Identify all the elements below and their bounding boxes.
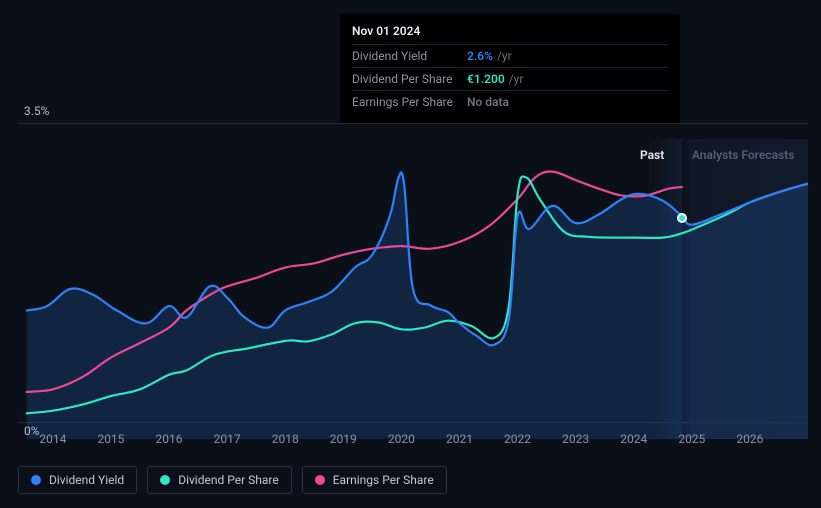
x-tick: 2014 xyxy=(39,432,66,446)
tooltip-row-unit: /yr xyxy=(509,72,524,86)
x-axis: 2014 2015 2016 2017 2018 2019 2020 2021 2022 2023… xyxy=(18,432,808,450)
x-tick: 2018 xyxy=(272,432,299,446)
dividend-yield-area xyxy=(27,172,808,439)
chart-svg xyxy=(18,139,808,439)
tooltip-row: Dividend Yield2.6% /yr xyxy=(352,44,668,67)
x-tick: 2019 xyxy=(330,432,357,446)
legend-item-dividend-yield[interactable]: Dividend Yield xyxy=(18,466,137,494)
tooltip-row-value: No data xyxy=(467,95,509,109)
x-tick: 2017 xyxy=(214,432,241,446)
tooltip-date: Nov 01 2024 xyxy=(352,22,668,44)
x-tick: 2024 xyxy=(620,432,647,446)
legend-item-earnings-per-share[interactable]: Earnings Per Share xyxy=(302,466,447,494)
section-label-past: Past xyxy=(640,148,664,162)
tooltip-row: Earnings Per ShareNo data xyxy=(352,90,668,113)
tooltip-row-unit: /yr xyxy=(497,49,512,63)
chart-wrap: 3.5% 0% Past Analysts Forecasts xyxy=(18,108,808,423)
x-tick: 2015 xyxy=(97,432,124,446)
legend-label: Dividend Yield xyxy=(49,473,124,487)
x-tick: 2023 xyxy=(562,432,589,446)
legend-item-dividend-per-share[interactable]: Dividend Per Share xyxy=(147,466,292,494)
section-label-forecast: Analysts Forecasts xyxy=(692,148,794,162)
x-tick: 2021 xyxy=(446,432,473,446)
x-tick: 2020 xyxy=(388,432,415,446)
hover-marker xyxy=(677,213,687,223)
tooltip-row: Dividend Per Share€1.200/yr xyxy=(352,67,668,90)
legend-label: Earnings Per Share xyxy=(333,473,434,487)
x-tick: 2022 xyxy=(504,432,531,446)
tooltip: Nov 01 2024 Dividend Yield2.6%/yrDividen… xyxy=(340,14,680,123)
x-tick: 2016 xyxy=(156,432,183,446)
x-tick: 2026 xyxy=(736,432,763,446)
chart-plot-area[interactable]: 0% Past Analysts Forecasts xyxy=(18,123,808,423)
legend: Dividend Yield Dividend Per Share Earnings… xyxy=(18,466,447,494)
tooltip-row-label: Dividend Per Share xyxy=(352,72,467,86)
tooltip-row-value: €1.200 xyxy=(467,72,505,86)
tooltip-row-label: Earnings Per Share xyxy=(352,95,467,109)
legend-swatch xyxy=(31,475,41,485)
legend-swatch xyxy=(315,475,325,485)
legend-label: Dividend Per Share xyxy=(178,473,279,487)
y-axis-max: 3.5% xyxy=(24,104,49,118)
tooltip-row-value: 2.6% xyxy=(467,49,493,63)
legend-swatch xyxy=(160,475,170,485)
tooltip-row-label: Dividend Yield xyxy=(352,49,467,63)
x-tick: 2025 xyxy=(678,432,705,446)
